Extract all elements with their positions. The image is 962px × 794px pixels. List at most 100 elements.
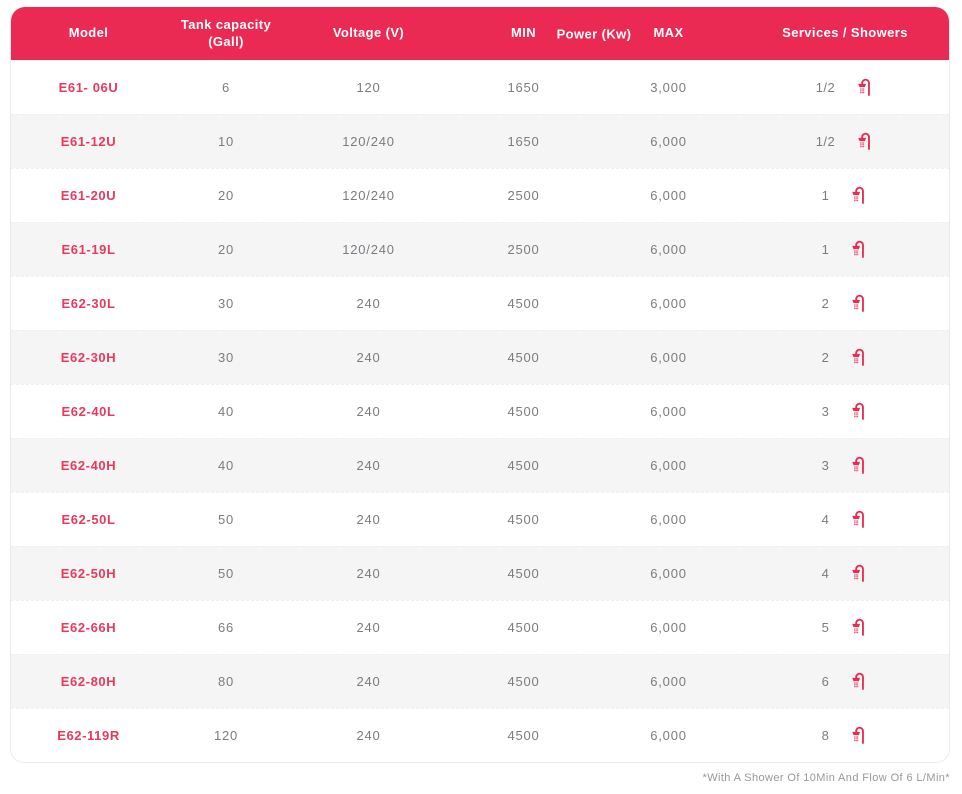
services-count: 4 [821,512,830,527]
table-row: E62-30L 30 240 4500 6,000 2 [11,276,949,330]
column-header-min: MIN [510,25,537,41]
tank-cell: 10 [217,134,235,149]
max-power-cell: 6,000 [650,188,687,203]
tank-header-line1: Tank capacity [180,17,272,33]
services-cell: 5 [741,617,949,638]
tank-cell: 40 [217,458,235,473]
max-power-cell: 6,000 [650,134,687,149]
services-cell: 1/2 [741,131,949,152]
services-count: 1/2 [815,79,836,95]
table-row: E62-40L 40 240 4500 6,000 3 [11,384,949,438]
services-cell: 2 [741,347,949,368]
shower-head-icon [851,671,868,692]
table-row: E61-12U 10 120/240 1650 6,000 1/2 [11,114,949,168]
table-row: E62-119R 120 240 4500 6,000 8 [11,708,949,762]
voltage-cell: 240 [356,620,381,635]
min-power-cell: 4500 [507,350,540,365]
min-power-cell: 4500 [507,674,540,689]
model-cell: E62-66H [60,620,117,635]
min-power-cell: 4500 [507,296,540,311]
voltage-cell: 240 [356,350,381,365]
services-count: 5 [821,620,830,635]
max-power-cell: 6,000 [650,242,687,257]
services-cell: 3 [741,401,949,422]
shower-head-icon [851,347,868,368]
table-row: E62-50H 50 240 4500 6,000 4 [11,546,949,600]
shower-head-icon [851,185,868,206]
tank-cell: 66 [217,620,235,635]
services-count: 2 [821,350,830,365]
column-header-power: Power (Kw) [556,26,632,41]
min-power-cell: 2500 [507,242,540,257]
column-header-tank-capacity: Tank capacity (Gall) [166,17,286,50]
table-row: E62-30H 30 240 4500 6,000 2 [11,330,949,384]
table-row: E62-66H 66 240 4500 6,000 5 [11,600,949,654]
services-cell: 1/2 [741,77,949,98]
max-power-cell: 6,000 [650,350,687,365]
services-count: 3 [821,458,830,473]
model-cell: E61-12U [60,134,117,149]
table-row: E61-20U 20 120/240 2500 6,000 1 [11,168,949,222]
tank-cell: 80 [217,674,235,689]
services-cell: 6 [741,671,949,692]
shower-head-icon [851,725,868,746]
services-cell: 1 [741,185,949,206]
min-power-cell: 4500 [507,566,540,581]
max-power-cell: 6,000 [650,512,687,527]
services-cell: 8 [741,725,949,746]
shower-head-icon [851,617,868,638]
model-cell: E62-50H [60,566,117,581]
min-power-cell: 1650 [507,79,540,95]
table-row: E62-80H 80 240 4500 6,000 6 [11,654,949,708]
services-cell: 1 [741,239,949,260]
shower-head-icon [851,563,868,584]
tank-header-line2: (Gall) [208,33,244,49]
shower-head-icon [857,77,874,98]
shower-head-icon [857,131,874,152]
table-row: E62-50L 50 240 4500 6,000 4 [11,492,949,546]
services-cell: 3 [741,455,949,476]
max-power-cell: 6,000 [650,728,687,743]
min-power-cell: 4500 [507,404,540,419]
max-power-cell: 6,000 [650,458,687,473]
min-power-cell: 4500 [507,512,540,527]
model-cell: E62-80H [60,674,117,689]
voltage-cell: 120/240 [342,134,395,149]
model-cell: E62-50L [61,512,116,527]
shower-head-icon [851,509,868,530]
tank-cell: 6 [221,79,231,95]
min-power-cell: 4500 [507,458,540,473]
table-row: E61-19L 20 120/240 2500 6,000 1 [11,222,949,276]
services-count: 6 [821,674,830,689]
tank-cell: 30 [217,296,235,311]
tank-cell: 50 [217,512,235,527]
shower-head-icon [851,455,868,476]
services-count: 2 [821,296,830,311]
model-cell: E62-119R [57,728,120,743]
shower-head-icon [851,293,868,314]
voltage-cell: 240 [356,404,381,419]
voltage-cell: 240 [356,458,381,473]
services-cell: 4 [741,509,949,530]
max-power-cell: 6,000 [650,674,687,689]
model-cell: E62-30L [61,296,116,311]
min-power-cell: 4500 [507,728,540,743]
shower-head-icon [851,401,868,422]
shower-head-icon [851,239,868,260]
table-row: E61- 06U 6 120 1650 3,000 1/2 [11,60,949,114]
voltage-cell: 120 [356,79,381,95]
column-header-services: Services / Showers [782,25,908,41]
voltage-cell: 240 [356,512,381,527]
column-header-voltage: Voltage (V) [332,25,405,41]
tank-cell: 120 [213,728,239,743]
tank-cell: 50 [217,566,235,581]
voltage-cell: 240 [356,728,381,743]
services-cell: 4 [741,563,949,584]
services-cell: 2 [741,293,949,314]
services-count: 8 [821,728,830,743]
voltage-cell: 120/240 [342,242,395,257]
model-cell: E62-30H [60,350,117,365]
model-cell: E62-40L [61,404,116,419]
max-power-cell: 6,000 [650,566,687,581]
